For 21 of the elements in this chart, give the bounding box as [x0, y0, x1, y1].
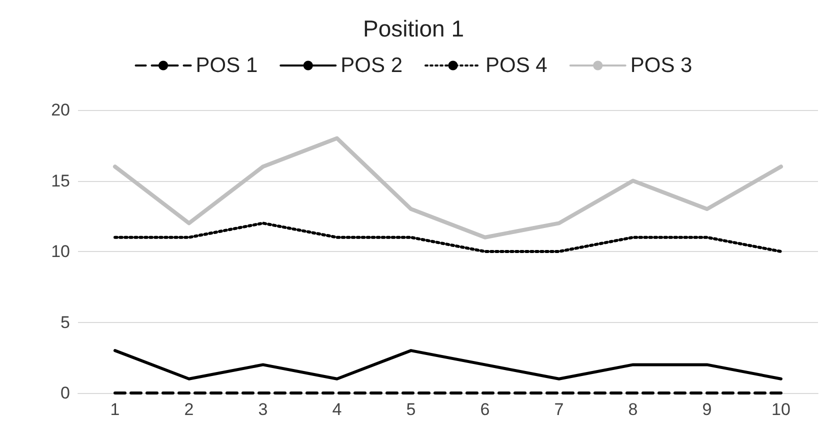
x-tick-label: 3 [258, 400, 268, 419]
chart-title: Position 1 [362, 16, 464, 42]
x-tick-label: 2 [184, 400, 194, 419]
y-tick-label: 20 [51, 100, 70, 120]
legend-label: POS 3 [630, 54, 692, 77]
x-tick-label: 1 [110, 400, 120, 419]
legend-label: POS 2 [340, 54, 403, 77]
legend-label: POS 1 [196, 54, 258, 77]
y-tick-label: 10 [51, 242, 70, 261]
x-tick-label: 5 [406, 400, 416, 419]
x-tick-label: 6 [480, 400, 490, 419]
x-tick-label: 7 [554, 400, 564, 419]
y-tick-label: 5 [60, 312, 70, 332]
x-tick-label: 10 [772, 400, 790, 419]
x-tick-label: 8 [628, 400, 638, 419]
y-tick-label: 0 [60, 384, 70, 402]
y-tick-label: 15 [51, 171, 70, 190]
x-tick-label: 4 [332, 400, 342, 419]
legend-label: POS 4 [486, 54, 548, 77]
x-tick-label: 9 [702, 400, 712, 419]
line-series [113, 136, 783, 240]
